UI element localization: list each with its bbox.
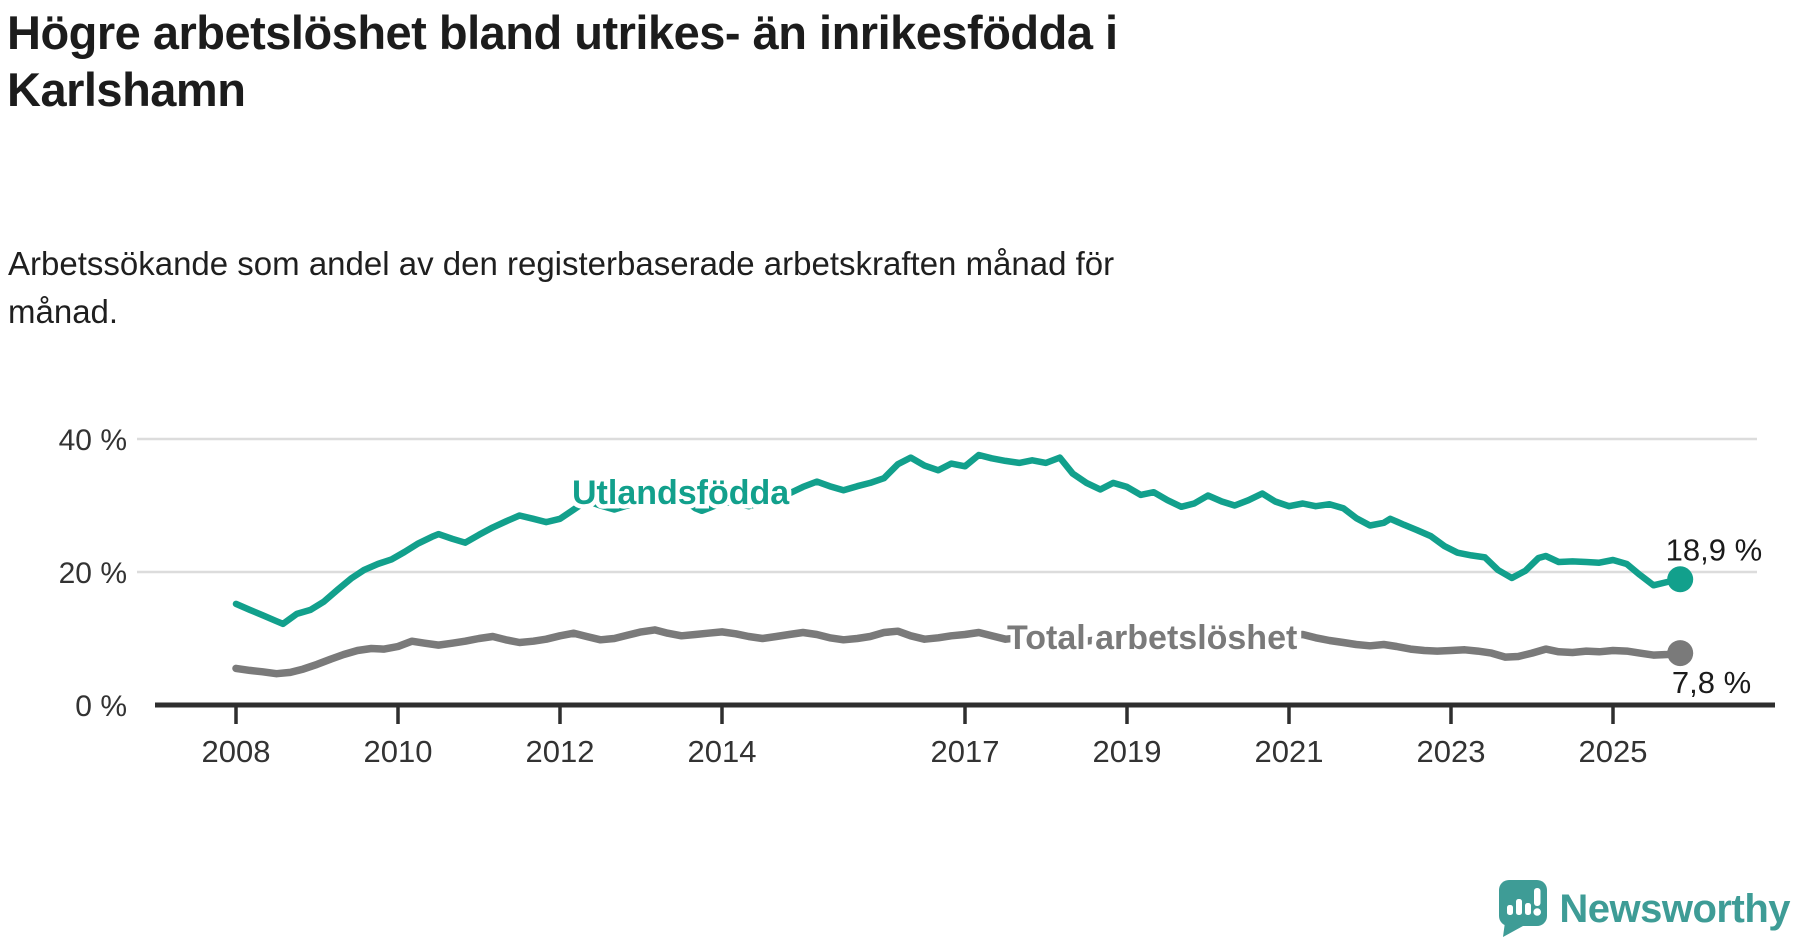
chart-subtitle-line2: månad.	[8, 292, 119, 330]
x-axis-label: 2017	[931, 734, 1000, 769]
chart-title-line2: Karlshamn	[7, 63, 246, 117]
series-end-value-total: 7,8 %	[1672, 665, 1751, 700]
y-axis-label: 20 %	[59, 557, 127, 590]
chart-title: Högre arbetslöshet bland utrikes- än inr…	[7, 4, 1118, 119]
chart-subtitle-line1: Arbetssökande som andel av den registerb…	[8, 245, 1115, 282]
series-line-total	[232, 626, 1684, 678]
series-end-value-foreign-born: 18,9 %	[1666, 532, 1763, 567]
series-end-dot-foreign-born	[1667, 566, 1694, 593]
newsworthy-logo: Newsworthy	[1499, 880, 1790, 938]
y-axis-label: 0 %	[75, 690, 127, 723]
series-line-foreign-born	[232, 451, 1684, 628]
x-axis-label: 2010	[364, 734, 433, 769]
x-axis-label: 2012	[526, 734, 595, 769]
x-axis-label: 2023	[1417, 734, 1486, 769]
x-axis-label: 2019	[1093, 734, 1162, 769]
newsworthy-icon	[1499, 880, 1548, 937]
chart-title-line1: Högre arbetslöshet bland utrikes- än inr…	[7, 6, 1118, 59]
x-axis-label: 2008	[202, 734, 271, 769]
x-axis-label: 2025	[1579, 734, 1648, 769]
x-axis-label: 2021	[1255, 734, 1324, 769]
y-axis-label: 40 %	[59, 424, 127, 457]
newsworthy-wordmark: Newsworthy	[1559, 886, 1790, 931]
x-axis-label: 2014	[688, 734, 757, 769]
series-label-total: Total arbetslöshet	[1007, 619, 1297, 657]
series-label-foreign-born: Utlandsfödda	[572, 474, 790, 512]
series-end-dot-total	[1667, 640, 1694, 667]
chart-subtitle: Arbetssökande som andel av den registerb…	[8, 240, 1114, 336]
